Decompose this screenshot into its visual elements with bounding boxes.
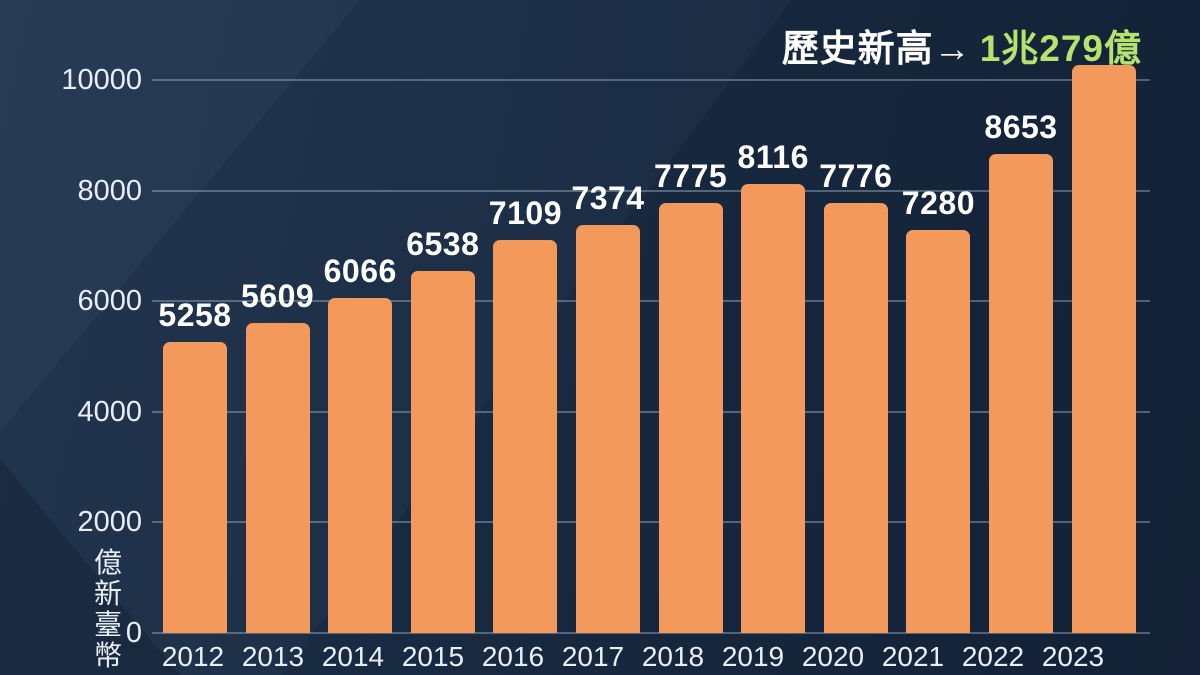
y-axis-tick-label: 10000	[61, 64, 142, 96]
bar-value-label: 7280	[901, 185, 975, 221]
bar-value-label: 5609	[241, 278, 315, 314]
x-axis-year-label: 2014	[321, 641, 385, 672]
bar-value-label: 7775	[654, 158, 728, 194]
x-axis-year-label: 2023	[1041, 641, 1105, 672]
x-axis-year-label: 2017	[561, 641, 625, 672]
gridline	[152, 79, 1150, 81]
y-axis-unit-char: 臺	[93, 609, 122, 640]
record-high-value: 1兆279億	[979, 28, 1142, 69]
y-axis-tick-label: 4000	[77, 395, 142, 428]
x-axis-year-label: 2020	[801, 641, 865, 672]
y-axis-unit-char: 新	[93, 578, 122, 609]
y-axis-unit-char: 億	[93, 547, 122, 578]
bar-value-label: 5258	[158, 297, 232, 333]
x-axis-year-label: 2021	[881, 641, 945, 672]
bar	[245, 323, 310, 633]
x-axis-year-label: 2015	[401, 641, 465, 672]
bar	[410, 271, 475, 633]
x-axis-year-label: 2012	[161, 641, 225, 672]
bar-value-label: 8653	[984, 109, 1058, 145]
bar	[163, 342, 227, 633]
bar	[1071, 65, 1136, 633]
bar	[989, 154, 1053, 633]
gridline	[152, 300, 1150, 303]
y-axis-unit-char: 幣	[93, 640, 122, 671]
x-axis-year-label: 2013	[241, 641, 305, 672]
bar-value-label: 7374	[571, 180, 645, 216]
gridline	[152, 521, 1150, 524]
x-axis-year-label: 2022	[961, 641, 1025, 672]
bar	[328, 298, 393, 633]
bar	[906, 230, 971, 633]
bar-value-label: 7776	[819, 158, 893, 194]
bar	[658, 203, 723, 633]
y-axis-unit-label: 億新臺幣	[92, 547, 124, 671]
gridline	[152, 632, 1150, 634]
gridline	[152, 189, 1150, 192]
y-axis-tick-label: 2000	[77, 506, 142, 539]
bar	[823, 203, 888, 633]
y-axis-tick-label: 8000	[77, 174, 142, 207]
bar	[741, 184, 806, 633]
y-axis-tick-label: 0	[125, 617, 142, 649]
x-axis-year-label: 2016	[481, 641, 545, 672]
bar	[493, 240, 558, 633]
bar-value-label: 6066	[323, 253, 397, 289]
chart-title: 歷史新高→ 1兆279億	[782, 18, 1142, 72]
record-high-label: 歷史新高→	[781, 28, 972, 69]
bar-value-label: 6538	[406, 226, 480, 262]
x-axis-year-label: 2018	[641, 641, 705, 672]
bar-value-label: 7109	[488, 195, 562, 231]
x-axis-year-label: 2019	[721, 641, 785, 672]
y-axis-tick-label: 6000	[77, 285, 142, 318]
bar	[576, 225, 640, 633]
gridline	[152, 410, 1150, 413]
bar-value-label: 8116	[737, 139, 809, 175]
